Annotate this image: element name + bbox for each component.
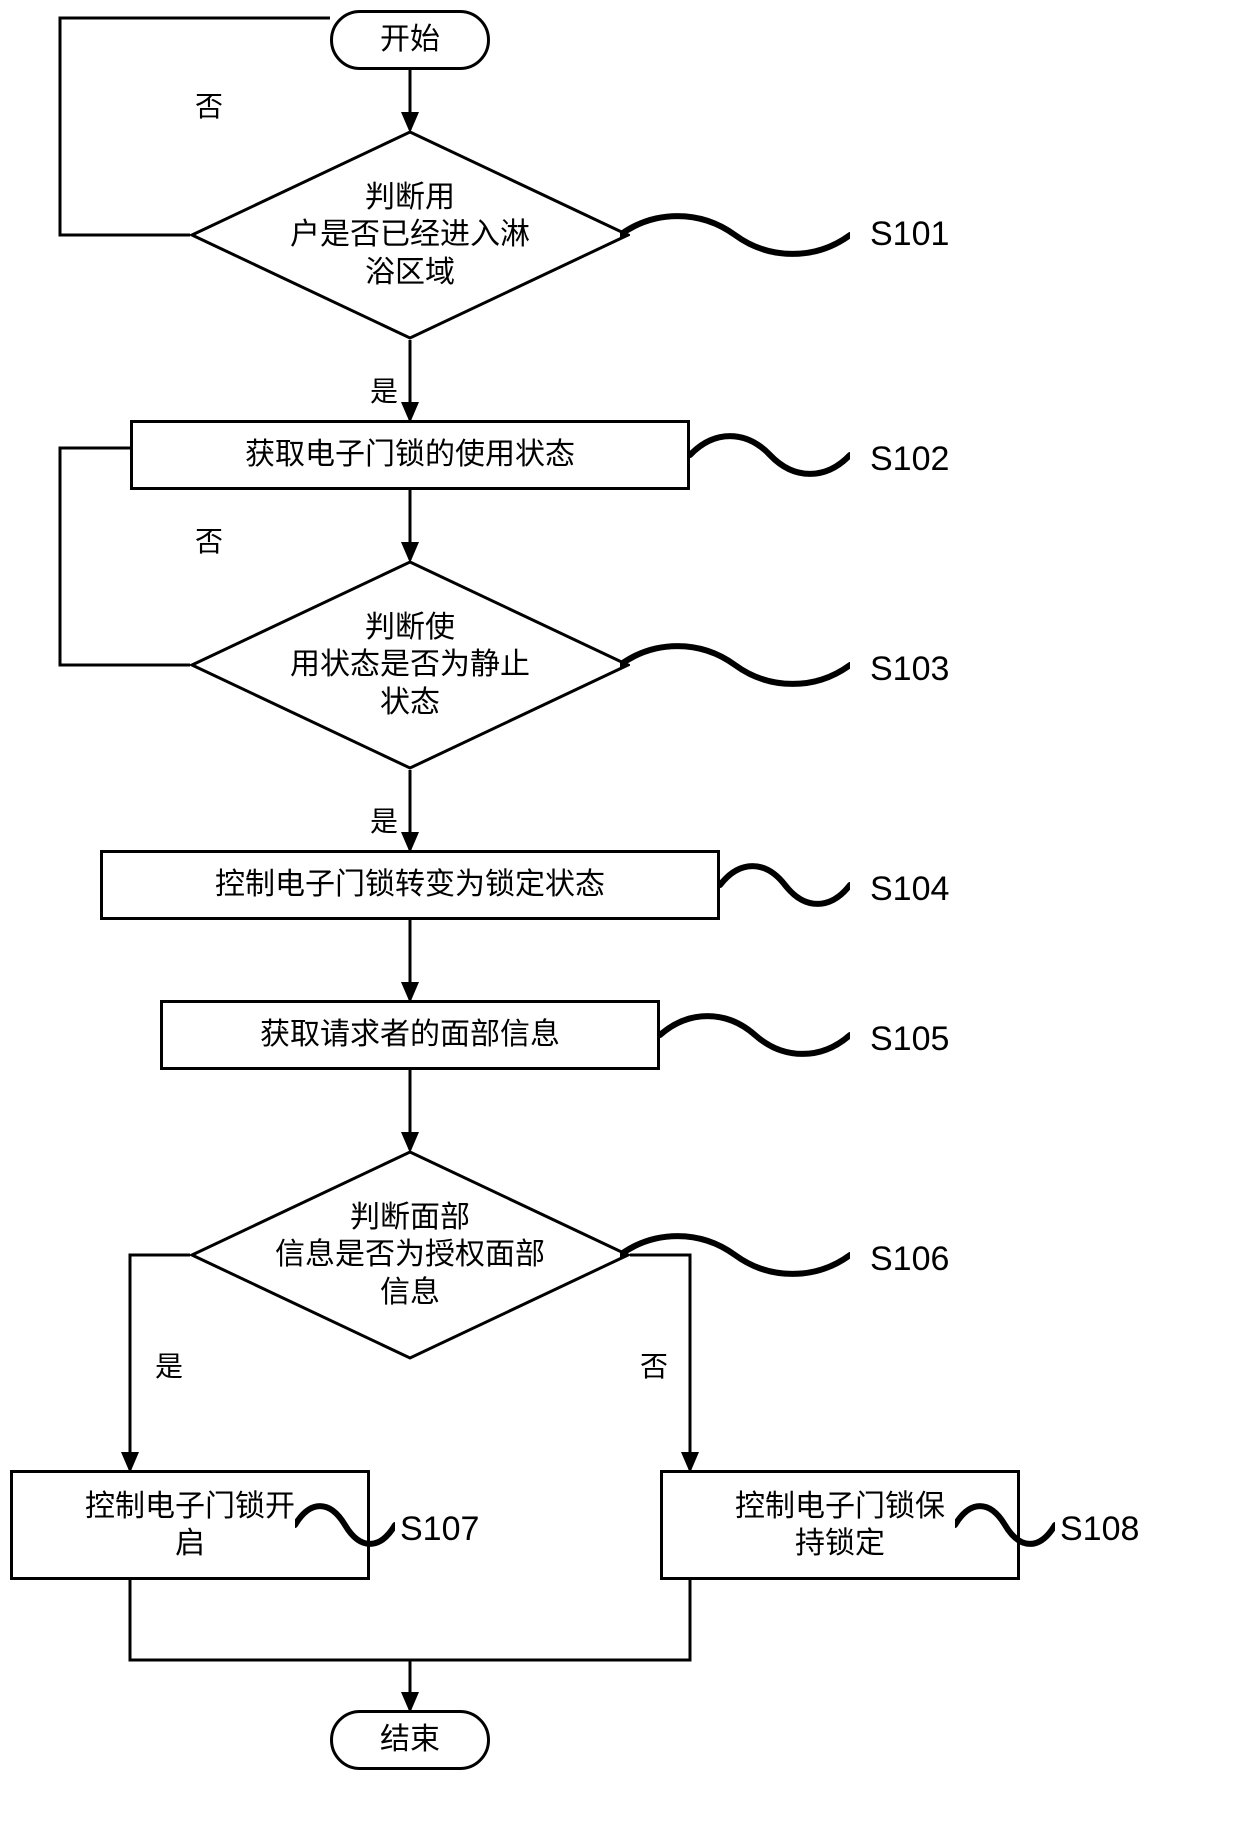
node-text-d3: 判断面部 信息是否为授权面部 信息 bbox=[239, 1199, 581, 1312]
edge-label-d1_no: 否 bbox=[195, 85, 223, 125]
squiggle-s102 bbox=[690, 433, 850, 477]
squiggle-s106 bbox=[620, 1233, 850, 1277]
step-label-s108: S108 bbox=[1060, 1510, 1139, 1549]
step-label-s105: S105 bbox=[870, 1020, 949, 1059]
node-text-d1: 判断用 户是否已经进入淋 浴区域 bbox=[254, 179, 566, 292]
step-label-s102: S102 bbox=[870, 440, 949, 479]
squiggle-s105 bbox=[660, 1013, 850, 1057]
step-label-s101: S101 bbox=[870, 215, 949, 254]
edge-label-d1_yes: 是 bbox=[370, 370, 398, 410]
edge-label-d2_no: 否 bbox=[195, 520, 223, 560]
node-text-d2: 判断使 用状态是否为静止 状态 bbox=[254, 609, 566, 722]
edge bbox=[130, 1580, 410, 1710]
edge bbox=[60, 448, 190, 665]
edge-label-d3_no: 否 bbox=[640, 1345, 668, 1385]
step-label-s103: S103 bbox=[870, 650, 949, 689]
squiggle-s108 bbox=[955, 1503, 1055, 1547]
step-label-s106: S106 bbox=[870, 1240, 949, 1279]
edge-label-d3_yes: 是 bbox=[155, 1345, 183, 1385]
edge bbox=[410, 1580, 690, 1660]
step-label-s104: S104 bbox=[870, 870, 949, 909]
edge-label-d2_yes: 是 bbox=[370, 800, 398, 840]
step-label-s107: S107 bbox=[400, 1510, 479, 1549]
squiggle-s101 bbox=[620, 213, 850, 257]
squiggle-s107 bbox=[295, 1503, 395, 1547]
squiggle-s104 bbox=[720, 863, 850, 907]
squiggle-s103 bbox=[620, 643, 850, 687]
